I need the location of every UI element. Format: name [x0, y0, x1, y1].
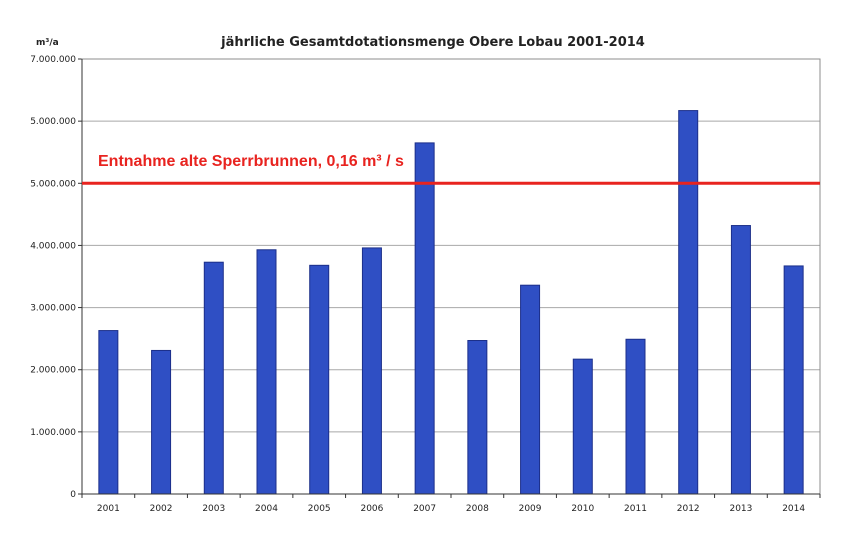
- x-tick-label: 2013: [729, 504, 752, 514]
- bar-2009: [520, 284, 541, 495]
- y-tick-label: 5.000.000: [30, 117, 76, 127]
- x-tick-labels: 2001 2002 2003 2004 2005 2006 2007 2008 2009 2010…: [97, 504, 805, 514]
- reference-line-group: Entnahme alte Sperrbrunnen, 0,16 m³ / s: [82, 153, 820, 185]
- y-tick-label: 2.000.000: [30, 366, 76, 376]
- bar-2013: [730, 225, 751, 495]
- chart-title: jährliche Gesamtdotationsmenge Obere Lob…: [220, 35, 645, 50]
- bars: [98, 110, 804, 495]
- x-tick-label: 2008: [466, 504, 489, 514]
- x-tick-label: 2010: [571, 504, 594, 514]
- y-tick-label: 3.000.000: [30, 304, 76, 314]
- y-tick-label: 7.000.000: [30, 55, 76, 65]
- y-tick-label: 1.000.000: [30, 428, 76, 438]
- bar-2012: [678, 110, 699, 495]
- x-tick-label: 2007: [413, 504, 436, 514]
- bar-2006: [361, 247, 382, 495]
- x-tick-label: 2003: [202, 504, 225, 514]
- bar-2010: [572, 358, 593, 495]
- bar-2011: [625, 338, 646, 495]
- x-tick-label: 2009: [519, 504, 542, 514]
- x-tick-label: 2001: [97, 504, 120, 514]
- y-tick-labels: 0 1.000.000 2.000.000 3.000.000 4.000.000 5.0…: [30, 55, 76, 500]
- y-tick-label: 4.000.000: [30, 241, 76, 251]
- x-tick-label: 2006: [360, 504, 383, 514]
- y-tick-label: 0: [70, 490, 76, 500]
- bar-2007: [414, 142, 435, 495]
- bar-2003: [203, 261, 224, 495]
- bar-2001: [98, 330, 119, 495]
- bar-2005: [309, 264, 330, 495]
- bar-2014: [783, 265, 804, 495]
- reference-line-label: Entnahme alte Sperrbrunnen, 0,16 m³ / s: [98, 153, 404, 170]
- axes: [78, 58, 821, 498]
- gridlines: [82, 58, 820, 433]
- plot-area-border: [81, 58, 821, 495]
- x-tick-label: 2014: [782, 504, 805, 514]
- x-tick-label: 2011: [624, 504, 647, 514]
- y-axis-label: m³/a: [36, 38, 59, 48]
- x-tick-label: 2012: [677, 504, 700, 514]
- x-tick-label: 2005: [308, 504, 331, 514]
- bar-2004: [256, 249, 277, 495]
- y-tick-label: 5.000.000: [30, 179, 76, 189]
- bar-2008: [467, 340, 488, 495]
- x-tick-label: 2002: [150, 504, 173, 514]
- x-tick-label: 2004: [255, 504, 278, 514]
- bar-2002: [151, 349, 172, 495]
